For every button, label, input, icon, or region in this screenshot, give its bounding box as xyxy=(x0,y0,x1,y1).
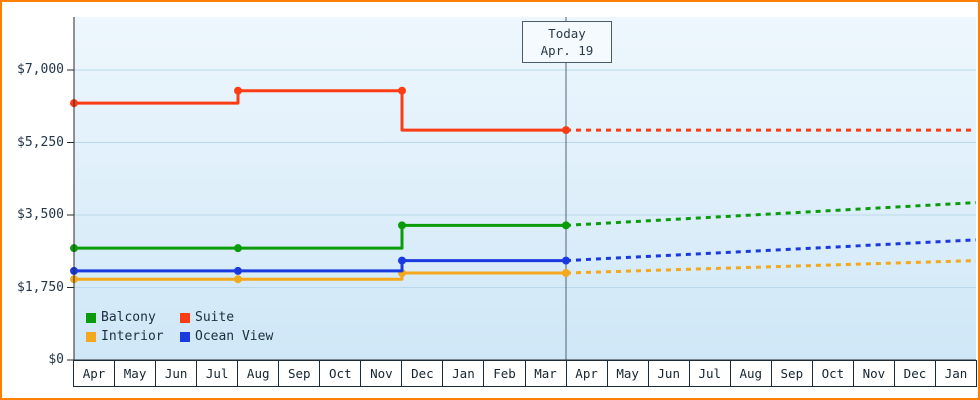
x-axis-month-cell: Feb xyxy=(483,360,526,387)
x-axis-month-cell: Dec xyxy=(893,360,936,387)
series-marker xyxy=(562,269,570,277)
y-axis-label: $1,750 xyxy=(17,279,64,295)
x-axis-month-cell: Oct xyxy=(811,360,854,387)
x-axis-month-cell: Aug xyxy=(729,360,772,387)
y-axis-label: $3,500 xyxy=(17,207,64,222)
series-marker xyxy=(234,86,242,95)
legend: Balcony Suite Interior Ocean View xyxy=(86,308,275,346)
series-marker xyxy=(398,256,406,265)
x-axis-month-cell: Sep xyxy=(278,360,321,387)
x-axis-month-cell: Oct xyxy=(319,360,362,387)
today-label: Today xyxy=(548,26,586,41)
y-axis-label: $5,250 xyxy=(17,134,64,150)
x-axis-month-cell: Jul xyxy=(196,360,239,387)
x-axis-month-cell: Jul xyxy=(688,360,731,387)
series-marker xyxy=(234,275,242,284)
legend-item-balcony: Balcony xyxy=(86,310,178,325)
series-projection-ocean-view xyxy=(565,238,977,263)
x-axis-month-cell: Nov xyxy=(360,360,403,387)
series-marker xyxy=(562,256,570,265)
x-axis-month-row: Apr May Jun Jul Aug Sep Oct Nov Dec Jan Feb Mar Apr M… xyxy=(73,360,978,387)
today-date: Apr. 19 xyxy=(540,43,594,58)
x-axis-month-cell: Apr xyxy=(565,360,608,387)
x-axis-month-cell: Jan xyxy=(442,360,485,387)
legend-swatch-icon xyxy=(86,331,96,342)
x-axis-month-cell: Apr xyxy=(73,360,116,387)
legend-swatch-icon xyxy=(180,312,190,323)
series-line-interior xyxy=(72,271,568,281)
x-axis-month-cell: May xyxy=(114,360,157,387)
x-axis-month-cell: Sep xyxy=(770,360,813,387)
series-marker xyxy=(398,86,406,95)
series-line-balcony xyxy=(72,223,568,250)
y-axis-label: $7,000 xyxy=(17,62,64,77)
series-marker xyxy=(562,221,570,230)
series-marker xyxy=(398,221,406,230)
x-axis-month-cell: Nov xyxy=(852,360,895,387)
plot-area-background xyxy=(74,17,976,360)
legend-label: Balcony xyxy=(101,310,156,325)
legend-label: Ocean View xyxy=(195,329,274,344)
x-axis-month-cell: May xyxy=(606,360,649,387)
x-axis-month-cell: Aug xyxy=(237,360,280,387)
legend-label: Interior xyxy=(101,329,164,344)
legend-item-suite: Suite xyxy=(180,310,272,325)
series-projection-interior xyxy=(565,259,977,275)
legend-label: Suite xyxy=(195,310,235,325)
series-marker xyxy=(562,126,570,135)
today-annotation: Today Apr. 19 xyxy=(522,21,612,63)
x-axis-month-cell: Jun xyxy=(155,360,198,387)
x-axis-month-cell: Dec xyxy=(401,360,444,387)
series-line-ocean-view xyxy=(72,259,568,273)
x-axis-month-cell: Jun xyxy=(647,360,690,387)
y-axis-label: $0 xyxy=(48,352,64,367)
series-marker xyxy=(234,244,242,253)
x-axis-month-cell: Mar xyxy=(524,360,567,387)
legend-item-ocean-view: Ocean View xyxy=(180,329,273,344)
legend-swatch-icon xyxy=(180,331,190,342)
series-projection-balcony xyxy=(565,201,977,227)
legend-swatch-icon xyxy=(86,312,96,323)
series-marker xyxy=(234,266,242,275)
series-line-suite xyxy=(72,89,568,132)
x-axis-month-cell: Jan xyxy=(934,360,978,387)
legend-item-interior: Interior xyxy=(86,329,178,344)
